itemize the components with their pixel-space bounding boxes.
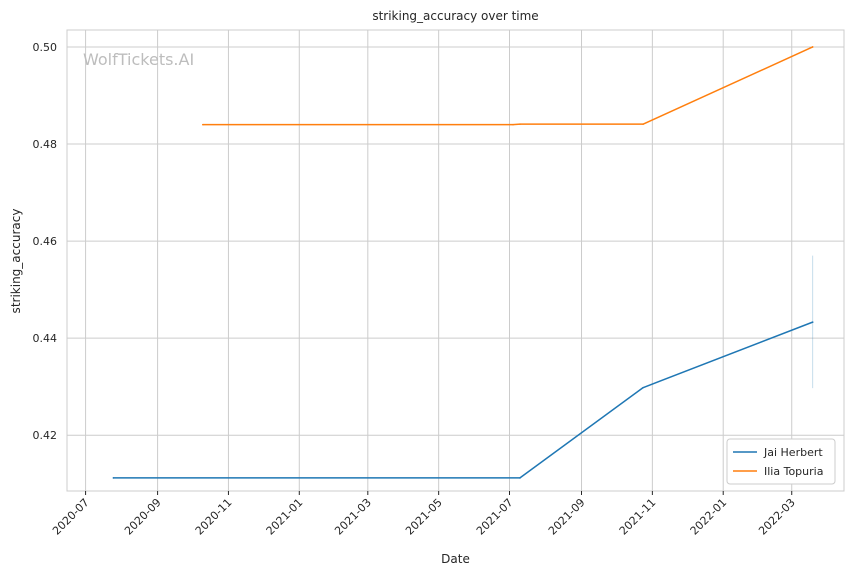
y-tick-label: 0.46 — [33, 235, 58, 248]
data-point-ilia-topuria — [519, 123, 521, 125]
data-point-jai-herbert — [811, 321, 814, 323]
data-point-ilia-topuria — [512, 123, 514, 126]
data-point-jai-herbert — [112, 477, 115, 479]
data-point-ilia-topuria — [811, 46, 814, 48]
y-axis-label: striking_accuracy — [9, 209, 23, 314]
plot-frame — [66, 29, 845, 492]
data-point-ilia-topuria — [642, 123, 644, 125]
legend: Jai Herbert Ilia Topuria — [726, 438, 836, 485]
y-tick-label: 0.44 — [33, 332, 58, 345]
series-lines — [112, 46, 814, 479]
legend-box — [726, 438, 836, 485]
data-point-jai-herbert — [519, 477, 521, 479]
data-point-ilia-topuria — [202, 123, 204, 126]
series-line-jai-herbert — [112, 321, 814, 479]
data-point-jai-herbert — [642, 386, 644, 389]
grid — [67, 30, 844, 491]
y-tick-label: 0.48 — [33, 138, 58, 151]
chart-title: striking_accuracy over time — [372, 9, 538, 23]
y-tick-label: 0.50 — [33, 41, 58, 54]
y-axis-ticks: 0.42 0.44 0.46 0.48 0.50 — [33, 41, 58, 442]
legend-label-jai-herbert: Jai Herbert — [763, 446, 823, 459]
y-tick-label: 0.42 — [33, 429, 58, 442]
legend-label-ilia-topuria: Ilia Topuria — [764, 465, 823, 478]
watermark: WolfTickets.AI — [83, 50, 194, 69]
x-axis-label: Date — [441, 552, 470, 566]
